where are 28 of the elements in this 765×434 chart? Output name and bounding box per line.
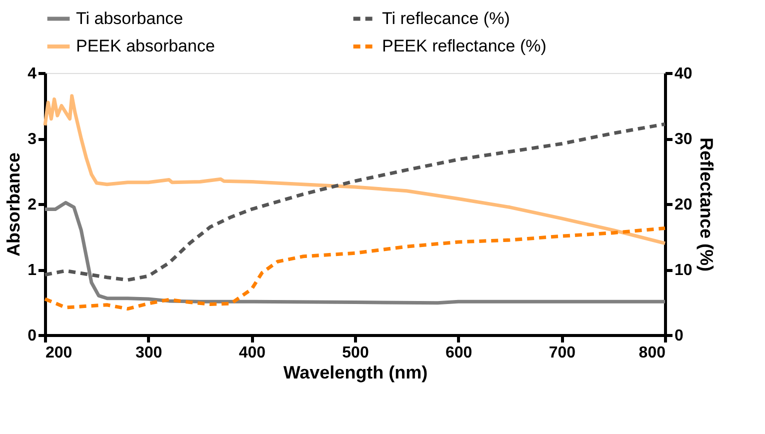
x-tick-label: 300	[135, 344, 162, 362]
y-axis-title: Absorbance	[4, 152, 24, 257]
line-series	[43, 94, 667, 246]
y-tick-label: 1	[28, 262, 37, 279]
y2-axis-title: Reflectance (%)	[696, 137, 716, 272]
y2-tick-label: 30	[674, 131, 692, 148]
y2-tick-label: 0	[674, 328, 684, 344]
x-tick-label: 700	[548, 344, 576, 362]
x-tick-label: 800	[638, 344, 666, 362]
legend-label: PEEK absorbance	[76, 36, 215, 56]
y-tick-label: 0	[28, 328, 37, 344]
legend-label: Ti reflecance (%)	[382, 8, 510, 28]
y2-tick-label: 10	[674, 262, 692, 279]
line-series	[43, 200, 667, 305]
x-tick-label: 500	[342, 344, 369, 362]
legend-label: PEEK reflectance (%)	[382, 36, 546, 56]
x-tick-label: 200	[46, 344, 72, 362]
x-tick-label: 600	[445, 344, 472, 362]
y-tick-label: 4	[28, 66, 37, 82]
legend-label: Ti absorbance	[76, 8, 184, 28]
y-tick-label: 2	[28, 196, 37, 214]
line-series	[43, 226, 667, 311]
line-series	[43, 122, 667, 282]
y2-tick-label: 40	[674, 66, 692, 82]
x-axis-title: Wavelength (nm)	[283, 362, 428, 382]
x-tick-label: 400	[238, 344, 266, 362]
y2-tick-label: 20	[674, 196, 692, 214]
y-tick-label: 3	[28, 131, 37, 148]
